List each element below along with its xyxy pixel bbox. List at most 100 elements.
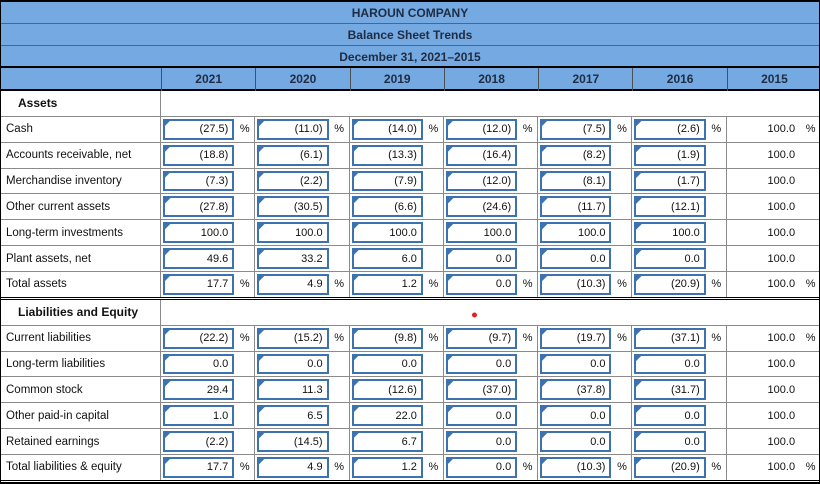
value-input-2020[interactable]: (11.0) bbox=[257, 118, 329, 140]
value-input-2017[interactable]: (10.3) bbox=[540, 457, 612, 478]
value-input-2020[interactable]: 33.2 bbox=[257, 248, 329, 270]
cell-flag-icon bbox=[634, 144, 644, 154]
value-input-2018[interactable]: 0.0 bbox=[445, 353, 518, 375]
value-input-2018[interactable]: (9.7) bbox=[445, 327, 518, 349]
value-input-2016[interactable]: 0.0 bbox=[634, 431, 706, 453]
value-input-2019[interactable]: (12.6) bbox=[351, 379, 423, 401]
value-input-2018[interactable]: (12.0) bbox=[445, 170, 518, 192]
value-input-2017[interactable]: (8.2) bbox=[540, 144, 612, 166]
value-input-2020[interactable]: 0.0 bbox=[257, 353, 329, 375]
value-input-2018[interactable]: 0.0 bbox=[445, 405, 518, 427]
value-text: 0.0 bbox=[684, 435, 700, 448]
value-input-2016[interactable]: (37.1) bbox=[634, 327, 706, 349]
value-input-2021[interactable]: 1.0 bbox=[163, 405, 235, 427]
percent-symbol-cell bbox=[801, 143, 819, 168]
value-input-2018[interactable]: 0.0 bbox=[445, 248, 518, 270]
value-input-2019[interactable]: (13.3) bbox=[351, 144, 423, 166]
value-text: 0.0 bbox=[684, 358, 700, 371]
value-input-2016[interactable]: 100.0 bbox=[634, 222, 706, 244]
value-input-2020[interactable]: 100.0 bbox=[257, 222, 329, 244]
value-cell-2015: 100.0 bbox=[727, 455, 801, 480]
cell-flag-icon bbox=[163, 144, 172, 154]
percent-symbol-cell bbox=[235, 377, 256, 403]
value-input-2021[interactable]: (27.8) bbox=[163, 196, 235, 218]
value-input-2017[interactable]: 0.0 bbox=[540, 353, 612, 375]
value-input-2018[interactable]: (37.0) bbox=[445, 379, 518, 401]
base-year-value: 100.0 bbox=[767, 358, 796, 371]
value-input-2020[interactable]: 4.9 bbox=[257, 274, 329, 295]
value-input-2019[interactable]: (14.0) bbox=[351, 118, 423, 140]
value-input-2021[interactable]: 17.7 bbox=[163, 457, 235, 478]
value-input-2021[interactable]: (18.8) bbox=[163, 144, 235, 166]
value-text: (7.5) bbox=[582, 123, 606, 136]
value-input-2018[interactable]: (24.6) bbox=[445, 196, 518, 218]
value-input-2016[interactable]: 0.0 bbox=[634, 405, 706, 427]
value-input-2016[interactable]: (20.9) bbox=[634, 457, 706, 478]
value-input-2019[interactable]: 1.2 bbox=[351, 457, 423, 478]
value-input-2020[interactable]: 6.5 bbox=[257, 405, 329, 427]
value-input-2017[interactable]: (10.3) bbox=[540, 274, 612, 295]
value-input-2021[interactable]: (7.3) bbox=[163, 170, 235, 192]
value-input-2018[interactable]: 0.0 bbox=[445, 457, 518, 478]
value-input-2020[interactable]: 11.3 bbox=[257, 379, 329, 401]
value-input-2021[interactable]: 29.4 bbox=[163, 379, 235, 401]
value-input-2021[interactable]: (27.5) bbox=[163, 118, 235, 140]
value-input-2021[interactable]: (22.2) bbox=[163, 327, 235, 349]
value-input-2019[interactable]: 6.0 bbox=[351, 248, 423, 270]
value-input-2020[interactable]: (14.5) bbox=[257, 431, 329, 453]
value-input-2017[interactable]: 100.0 bbox=[540, 222, 612, 244]
table-row: Long-term liabilities 0.0 0.0 0.0 0.0 0.0 0.0 1… bbox=[1, 351, 819, 378]
value-input-2018[interactable]: (12.0) bbox=[445, 118, 518, 140]
value-input-2016[interactable]: (20.9) bbox=[634, 274, 706, 295]
value-input-2016[interactable]: 0.0 bbox=[634, 248, 706, 270]
value-text: (12.0) bbox=[482, 175, 512, 187]
value-input-2016[interactable]: (1.7) bbox=[634, 170, 706, 192]
value-cell-2017: (8.1) bbox=[538, 169, 612, 194]
value-input-2016[interactable]: (1.9) bbox=[634, 144, 706, 166]
cell-flag-icon bbox=[634, 118, 644, 128]
value-cell-2019: 6.7 bbox=[350, 429, 424, 454]
cell-flag-icon bbox=[540, 248, 550, 258]
value-input-2017[interactable]: 0.0 bbox=[540, 431, 612, 453]
value-input-2018[interactable]: 100.0 bbox=[445, 222, 518, 244]
percent-symbol-cell: % bbox=[518, 325, 539, 351]
value-input-2020[interactable]: 4.9 bbox=[257, 457, 329, 478]
value-input-2017[interactable]: 0.0 bbox=[540, 405, 612, 427]
value-input-2017[interactable]: (37.8) bbox=[540, 379, 612, 401]
value-input-2018[interactable]: (16.4) bbox=[445, 144, 518, 166]
value-input-2019[interactable]: 22.0 bbox=[351, 405, 423, 427]
value-input-2017[interactable]: (11.7) bbox=[540, 196, 612, 218]
value-input-2019[interactable]: (6.6) bbox=[351, 196, 423, 218]
value-input-2016[interactable]: (31.7) bbox=[634, 379, 706, 401]
value-input-2020[interactable]: (6.1) bbox=[257, 144, 329, 166]
value-input-2017[interactable]: (8.1) bbox=[540, 170, 612, 192]
value-input-2017[interactable]: 0.0 bbox=[540, 248, 612, 270]
value-input-2019[interactable]: 100.0 bbox=[351, 222, 423, 244]
value-input-2017[interactable]: (19.7) bbox=[540, 327, 612, 349]
table-row: Long-term investments 100.0 100.0 100.0 100.… bbox=[1, 220, 819, 247]
value-input-2019[interactable]: (7.9) bbox=[351, 170, 423, 192]
value-input-2019[interactable]: (9.8) bbox=[351, 327, 423, 349]
value-input-2021[interactable]: 0.0 bbox=[163, 353, 235, 375]
value-input-2020[interactable]: (30.5) bbox=[257, 196, 329, 218]
percent-symbol-cell: % bbox=[801, 326, 819, 351]
cell-flag-icon bbox=[257, 144, 267, 154]
value-input-2016[interactable]: (12.1) bbox=[634, 196, 706, 218]
value-input-2019[interactable]: 1.2 bbox=[351, 274, 423, 295]
cell-flag-icon bbox=[351, 405, 361, 415]
value-cell-2016: (20.9) bbox=[632, 272, 706, 297]
value-input-2021[interactable]: 100.0 bbox=[163, 222, 235, 244]
value-input-2017[interactable]: (7.5) bbox=[540, 118, 612, 140]
value-input-2020[interactable]: (15.2) bbox=[257, 327, 329, 349]
value-input-2021[interactable]: 49.6 bbox=[163, 248, 235, 270]
value-input-2020[interactable]: (2.2) bbox=[257, 170, 329, 192]
value-input-2018[interactable]: 0.0 bbox=[445, 431, 518, 453]
value-input-2019[interactable]: 0.0 bbox=[351, 353, 423, 375]
value-input-2019[interactable]: 6.7 bbox=[351, 431, 423, 453]
value-input-2016[interactable]: (2.6) bbox=[634, 118, 706, 140]
value-input-2021[interactable]: (2.2) bbox=[163, 431, 235, 453]
value-input-2018[interactable]: 0.0 bbox=[445, 274, 518, 295]
value-input-2021[interactable]: 17.7 bbox=[163, 274, 235, 295]
value-input-2016[interactable]: 0.0 bbox=[634, 353, 706, 375]
percent-symbol-cell bbox=[424, 168, 444, 194]
